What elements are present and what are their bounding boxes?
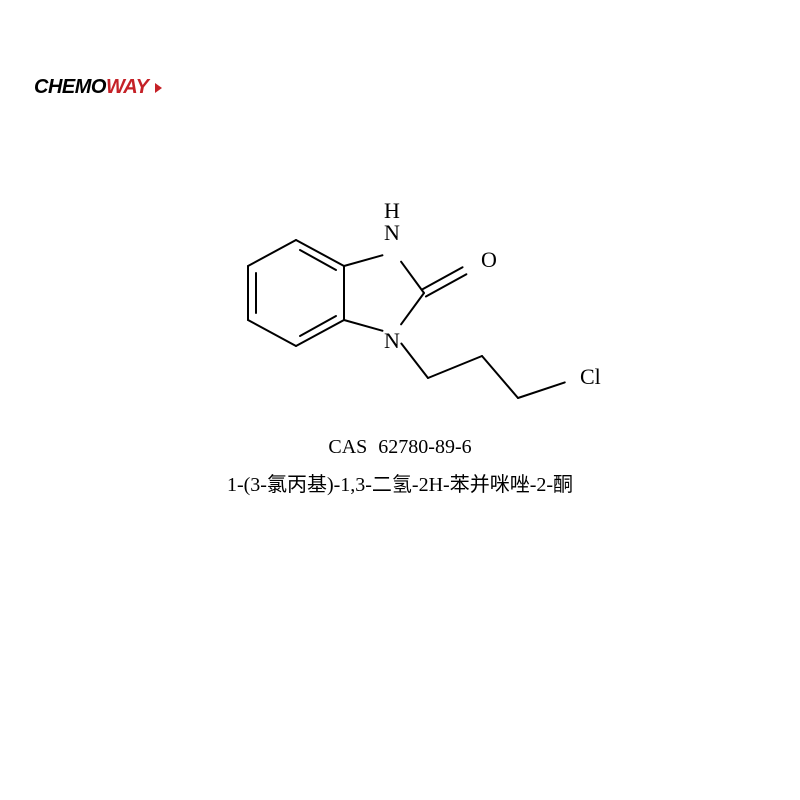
chemical-structure: HNNOCl [180, 160, 620, 420]
structure-svg: HNNOCl [180, 160, 620, 420]
svg-text:Cl: Cl [580, 364, 601, 389]
svg-text:N: N [384, 328, 400, 353]
cas-number: 62780-89-6 [378, 436, 471, 458]
svg-text:O: O [481, 247, 497, 272]
cas-line: CAS 62780-89-6 [0, 428, 800, 466]
caption-block: CAS 62780-89-6 1-(3-氯丙基)-1,3-二氢-2H-苯并咪唑-… [0, 428, 800, 504]
svg-text:N: N [384, 220, 400, 245]
logo-text-2: WAY [106, 76, 149, 99]
cas-prefix: CAS [328, 436, 367, 458]
logo-triangle-icon [155, 83, 162, 93]
logo: CHEMOWAY [34, 76, 162, 99]
logo-text-1: CHEMO [34, 76, 106, 99]
chemical-name: 1-(3-氯丙基)-1,3-二氢-2H-苯并咪唑-2-酮 [0, 466, 800, 504]
